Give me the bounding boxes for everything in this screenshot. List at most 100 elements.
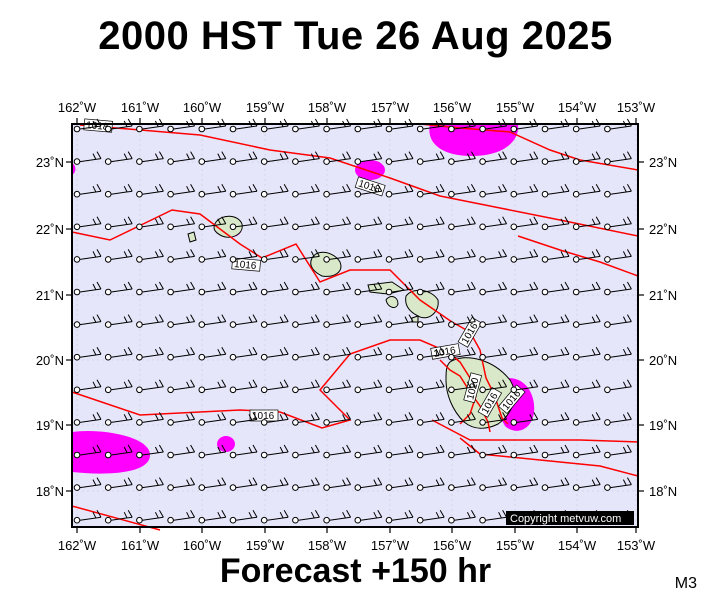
wind-barb <box>104 444 133 459</box>
svg-text:20˚N: 20˚N <box>649 353 677 368</box>
wind-barb <box>541 379 570 394</box>
wind-barb <box>229 444 258 459</box>
wind-barb <box>292 183 320 198</box>
axis-ticks <box>66 118 644 533</box>
wind-barb <box>136 281 164 296</box>
wind-barb <box>541 151 570 165</box>
wind-barb <box>104 477 133 491</box>
wind-barb <box>572 281 601 296</box>
wind-barb <box>323 151 352 165</box>
wind-barb <box>323 509 352 524</box>
wind-barb <box>510 444 539 459</box>
wind-barb <box>73 281 102 296</box>
wind-barb <box>260 509 289 524</box>
wind-barb <box>572 444 601 459</box>
wind-barb <box>385 183 414 198</box>
wind-barb <box>541 281 570 296</box>
wind-barb <box>572 346 601 361</box>
wind-barb <box>104 249 133 263</box>
wind-barb <box>198 477 227 491</box>
wind-barb <box>292 249 320 263</box>
wind-barb <box>385 216 414 231</box>
wind-barb <box>292 444 320 459</box>
svg-text:18˚N: 18˚N <box>649 484 677 499</box>
wind-barb <box>229 151 258 165</box>
wind-barb <box>104 183 133 198</box>
svg-text:21˚N: 21˚N <box>36 288 64 303</box>
wind-barb <box>73 249 102 263</box>
wind-barb <box>354 444 383 459</box>
wind-barb <box>385 444 414 459</box>
svg-text:22˚N: 22˚N <box>649 222 677 237</box>
svg-text:158˚W: 158˚W <box>308 100 347 115</box>
wind-barb <box>104 281 133 296</box>
lanai-island <box>385 296 399 308</box>
wind-barb <box>73 444 102 459</box>
wind-barb <box>198 412 227 426</box>
wind-barb <box>479 379 508 394</box>
wind-barb <box>167 412 196 426</box>
wind-barb <box>541 249 570 263</box>
wind-barb <box>385 249 414 263</box>
wind-barb <box>604 216 632 231</box>
wind-barb <box>416 151 445 165</box>
wind-barb <box>198 314 227 328</box>
wind-barb <box>354 509 383 524</box>
wind-barb <box>260 281 289 296</box>
svg-text:157˚W: 157˚W <box>371 538 410 553</box>
wind-barb <box>354 151 383 165</box>
wind-barb <box>416 216 445 231</box>
svg-text:1016: 1016 <box>252 411 275 422</box>
wind-barb <box>510 379 539 394</box>
svg-text:Copyright metvuw.com: Copyright metvuw.com <box>510 513 621 525</box>
wind-barb <box>354 314 383 328</box>
wind-barb <box>541 346 570 361</box>
wind-barb <box>354 216 383 231</box>
wind-barb <box>104 216 133 231</box>
wind-barb <box>479 509 508 524</box>
svg-text:159˚W: 159˚W <box>246 100 285 115</box>
islands <box>187 215 515 429</box>
wind-barb <box>448 509 476 524</box>
wind-barb <box>136 216 164 231</box>
wind-barb <box>136 346 164 361</box>
wind-barb <box>104 509 133 524</box>
wind-barb <box>354 249 383 263</box>
wind-barb <box>416 183 445 198</box>
wind-barb <box>448 183 476 198</box>
wind-barb <box>604 118 632 133</box>
wind-barb <box>448 249 476 263</box>
wind-barb <box>104 346 133 361</box>
svg-text:156˚W: 156˚W <box>433 538 472 553</box>
svg-text:154˚W: 154˚W <box>558 100 597 115</box>
wind-barb <box>541 216 570 231</box>
wind-barb <box>292 509 320 524</box>
wind-barb <box>354 379 383 394</box>
wind-barb <box>229 314 258 328</box>
wind-barb <box>136 412 164 426</box>
wind-barb <box>385 151 414 165</box>
wind-barb <box>479 183 508 198</box>
wind-barb <box>572 151 601 165</box>
wind-barb <box>448 477 476 491</box>
wind-barb <box>479 444 508 459</box>
wind-barb <box>104 118 133 133</box>
svg-text:19˚N: 19˚N <box>649 418 677 433</box>
wind-barb <box>416 314 445 328</box>
svg-text:19˚N: 19˚N <box>36 418 64 433</box>
wind-barb <box>604 477 632 491</box>
wind-barb <box>510 314 539 328</box>
wind-barb <box>510 281 539 296</box>
wind-barb <box>292 281 320 296</box>
svg-text:1016: 1016 <box>234 259 258 272</box>
wind-barb <box>229 477 258 491</box>
wind-barb <box>73 509 102 524</box>
right-lat-labels: 23˚N 22˚N 21˚N 20˚N 19˚N 18˚N <box>649 155 677 499</box>
copyright-badge: Copyright metvuw.com <box>506 511 634 525</box>
wind-barb <box>198 444 227 459</box>
wind-barb <box>510 249 539 263</box>
wind-barb <box>229 183 258 198</box>
wind-barb <box>416 379 445 394</box>
wind-barb <box>136 379 164 394</box>
wind-barb <box>292 151 320 165</box>
